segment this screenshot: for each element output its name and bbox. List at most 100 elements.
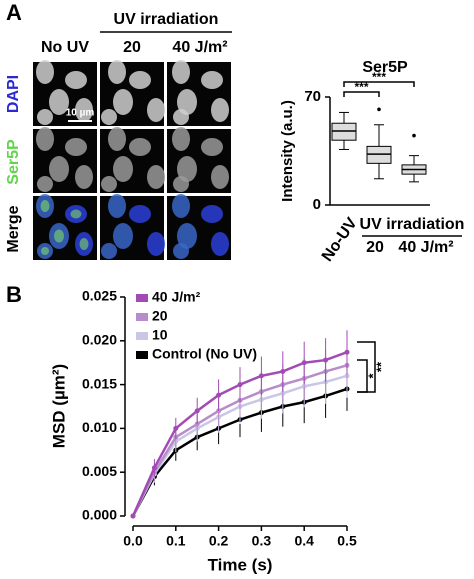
y-tick-label: 0.015 bbox=[82, 375, 117, 391]
x-tick-label: 0.3 bbox=[252, 533, 272, 549]
nucleus bbox=[129, 71, 151, 89]
nucleus bbox=[211, 165, 229, 189]
nucleus bbox=[201, 205, 223, 223]
nucleus bbox=[75, 98, 93, 122]
nucleus bbox=[49, 89, 69, 115]
x-tick-label: 0.5 bbox=[337, 533, 357, 549]
nucleus bbox=[147, 232, 165, 256]
point bbox=[258, 373, 264, 379]
nucleus-spot bbox=[79, 238, 89, 250]
point bbox=[216, 392, 222, 398]
nucleus bbox=[129, 138, 151, 156]
nucleus bbox=[129, 205, 151, 223]
column-label: No UV bbox=[41, 39, 89, 56]
nucleus bbox=[37, 176, 53, 192]
x-tick-label: 0.4 bbox=[294, 533, 314, 549]
scale-bar-label: 10 µm bbox=[66, 108, 95, 119]
box bbox=[366, 145, 392, 164]
y-tick-label: 0.025 bbox=[82, 288, 117, 304]
y-tick-label: 0.010 bbox=[82, 419, 117, 435]
chart-title: Ser5P bbox=[362, 59, 408, 76]
x-tick-label: No-UV bbox=[319, 215, 361, 265]
legend-swatch bbox=[136, 313, 148, 321]
nucleus bbox=[173, 109, 189, 125]
nucleus bbox=[173, 243, 189, 259]
nucleus bbox=[49, 156, 69, 182]
x-tick-label: 0.2 bbox=[209, 533, 229, 549]
outlier bbox=[377, 107, 381, 112]
point bbox=[194, 408, 200, 414]
column-label: 40 J/m² bbox=[172, 39, 227, 56]
nucleus bbox=[211, 232, 229, 256]
legend-swatch bbox=[136, 351, 148, 359]
nucleus bbox=[201, 71, 223, 89]
nucleus bbox=[101, 176, 117, 192]
micrographs bbox=[33, 60, 231, 260]
legend-label: Control (No UV) bbox=[152, 346, 257, 362]
nucleus bbox=[36, 127, 54, 151]
y-tick-label: 70 bbox=[304, 88, 321, 105]
row-label: Ser5P bbox=[5, 139, 22, 185]
nucleus-spot bbox=[70, 209, 82, 219]
significance: ** bbox=[373, 361, 388, 372]
significance: *** bbox=[372, 70, 386, 84]
point bbox=[323, 357, 329, 363]
y-tick-label: 0.020 bbox=[82, 332, 117, 348]
y-tick-label: 0.005 bbox=[82, 463, 117, 479]
x-tick-label: 0.1 bbox=[166, 533, 186, 549]
nucleus bbox=[177, 156, 197, 182]
point bbox=[237, 382, 243, 388]
nucleus bbox=[113, 223, 133, 249]
box bbox=[331, 122, 357, 141]
nucleus bbox=[36, 60, 54, 84]
nucleus bbox=[172, 127, 190, 151]
group-label: UV irradiation bbox=[360, 216, 465, 233]
x-tick-label: 40 J/m² bbox=[398, 239, 453, 256]
nucleus bbox=[65, 71, 87, 89]
nucleus bbox=[177, 89, 197, 115]
column-label: 20 bbox=[123, 39, 141, 56]
point bbox=[173, 425, 179, 431]
nucleus-spot bbox=[41, 247, 49, 255]
nucleus bbox=[211, 98, 229, 122]
nucleus-spot bbox=[54, 229, 64, 243]
panel-label: B bbox=[6, 282, 22, 307]
nucleus bbox=[108, 194, 126, 218]
significance-bracket bbox=[343, 81, 415, 87]
nucleus bbox=[177, 223, 197, 249]
x-axis-label: Time (s) bbox=[208, 555, 273, 574]
nucleus bbox=[172, 194, 190, 218]
nucleus bbox=[37, 109, 53, 125]
point bbox=[130, 513, 136, 519]
significance-bracket bbox=[357, 341, 376, 393]
y-axis-label: MSD (µm²) bbox=[49, 364, 68, 448]
legend-label: 40 J/m² bbox=[152, 289, 201, 305]
y-axis-label: Intensity (a.u.) bbox=[279, 100, 296, 202]
outlier bbox=[412, 133, 416, 138]
panel-label: A bbox=[6, 0, 22, 25]
legend-swatch bbox=[136, 294, 148, 302]
nucleus bbox=[108, 127, 126, 151]
nucleus bbox=[147, 98, 165, 122]
group-header: UV irradiation bbox=[114, 11, 219, 28]
nucleus bbox=[173, 176, 189, 192]
legend-label: 10 bbox=[152, 327, 168, 343]
legend-label: 20 bbox=[152, 308, 168, 324]
nucleus bbox=[75, 165, 93, 189]
nucleus bbox=[113, 156, 133, 182]
significance: *** bbox=[354, 80, 368, 94]
nucleus bbox=[108, 60, 126, 84]
row-label: DAPI bbox=[5, 75, 22, 113]
point bbox=[301, 360, 307, 366]
significance-bracket bbox=[343, 91, 380, 97]
point bbox=[151, 465, 157, 471]
nucleus bbox=[65, 138, 87, 156]
y-tick-label: 0.000 bbox=[82, 507, 117, 523]
nucleus bbox=[201, 138, 223, 156]
point bbox=[344, 349, 350, 355]
row-label: Merge bbox=[5, 205, 22, 252]
nucleus-spot bbox=[40, 200, 50, 212]
significance: * bbox=[365, 373, 380, 379]
y-tick-label: 0 bbox=[313, 196, 321, 213]
